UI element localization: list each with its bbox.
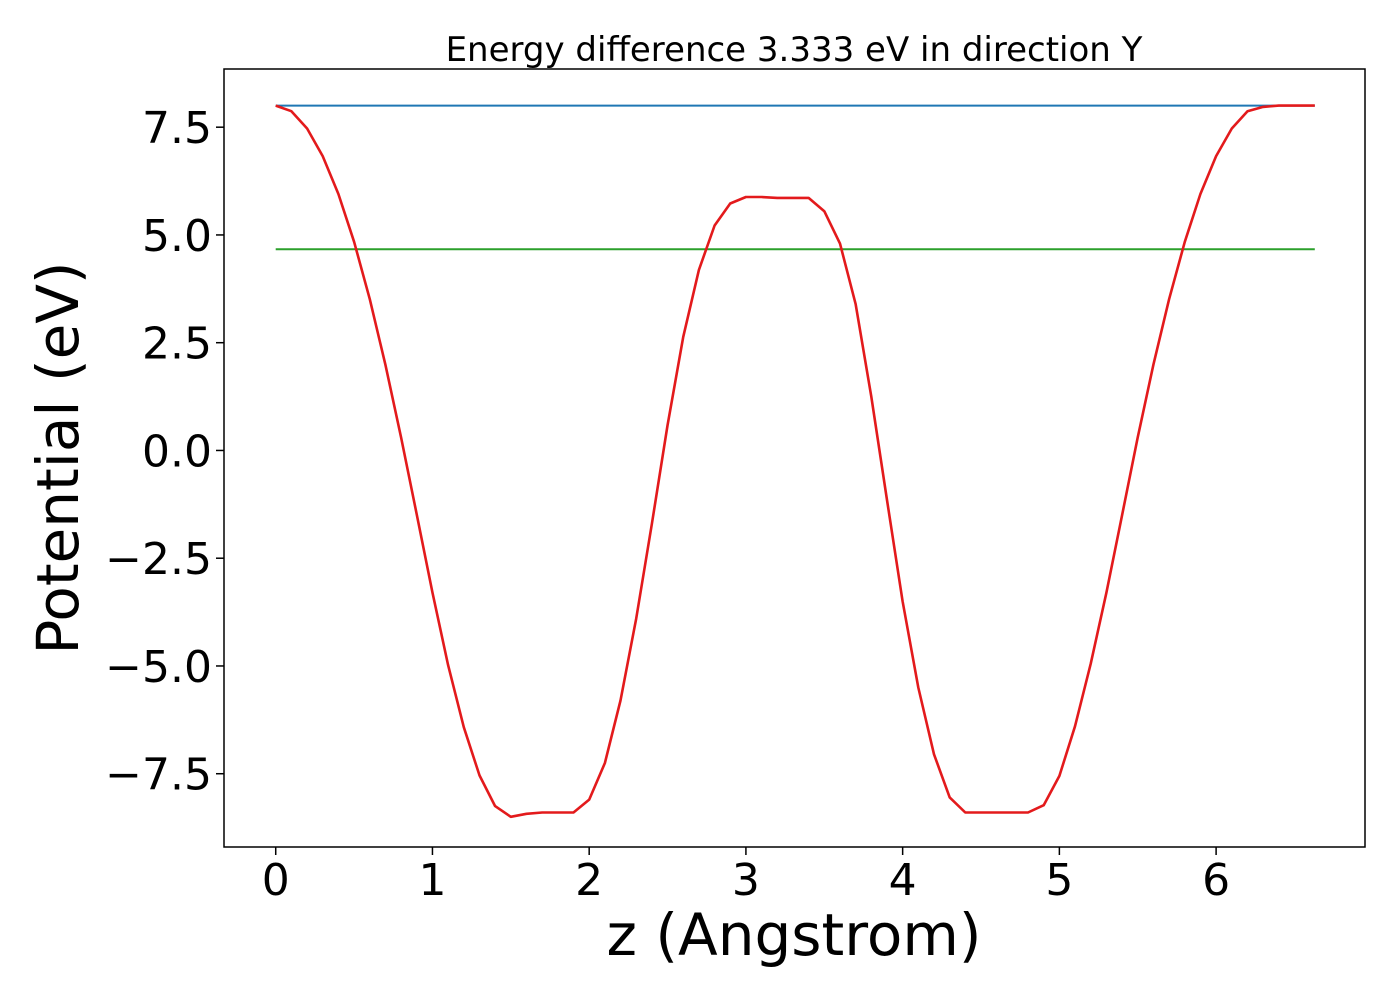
x-tick-label: 6 — [1202, 855, 1230, 906]
x-axis: 0 1 2 3 4 5 6 — [262, 847, 1230, 906]
chart-title: Energy difference 3.333 eV in direction … — [446, 30, 1143, 70]
x-tick-label: 5 — [1045, 855, 1073, 906]
x-tick-label: 1 — [418, 855, 446, 906]
x-tick-label: 3 — [732, 855, 760, 906]
y-tick-label: −7.5 — [105, 750, 212, 801]
y-tick-label: 7.5 — [142, 103, 212, 154]
y-axis: 7.5 5.0 2.5 0.0 −2.5 −5.0 −7.5 — [105, 103, 224, 801]
y-tick-label: −5.0 — [105, 642, 212, 693]
y-tick-label: 5.0 — [142, 211, 212, 262]
x-tick-label: 2 — [575, 855, 603, 906]
y-axis-label: Potential (eV) — [24, 261, 92, 654]
y-tick-label: 2.5 — [142, 319, 212, 370]
series-line-2 — [275, 104, 1315, 819]
x-tick-label: 0 — [262, 855, 290, 906]
plot-frame — [223, 68, 1366, 848]
x-tick-label: 4 — [889, 855, 917, 906]
y-tick-label: −2.5 — [105, 534, 212, 585]
y-tick-label: 0.0 — [142, 426, 212, 477]
x-axis-label: z (Angstrom) — [607, 901, 982, 969]
series-layer — [275, 104, 1315, 819]
